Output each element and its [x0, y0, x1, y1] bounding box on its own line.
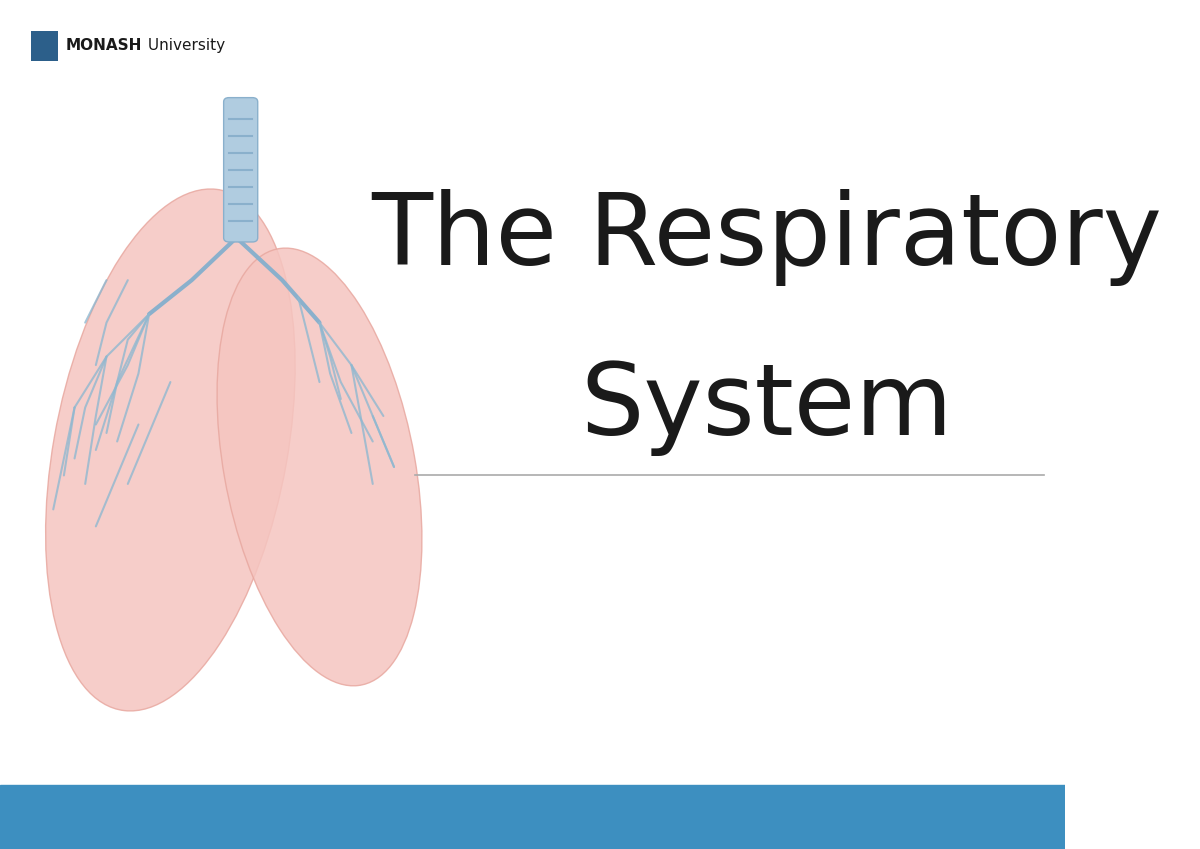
- Text: University: University: [143, 38, 224, 53]
- Text: The Respiratory: The Respiratory: [371, 189, 1163, 286]
- Text: MONASH: MONASH: [66, 38, 143, 53]
- Text: System: System: [581, 359, 953, 456]
- FancyBboxPatch shape: [223, 98, 258, 242]
- Ellipse shape: [217, 248, 422, 686]
- Bar: [0, 785, 1064, 849]
- FancyBboxPatch shape: [31, 31, 58, 61]
- Ellipse shape: [46, 189, 295, 711]
